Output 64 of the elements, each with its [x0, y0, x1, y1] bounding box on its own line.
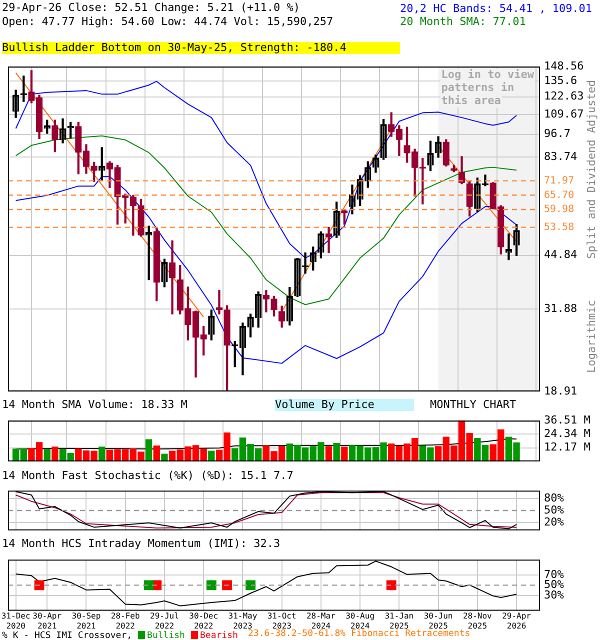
legend-title: % K - HCS IMI Crossover,: [2, 631, 132, 640]
chart-subtitle: Open: 47.77 High: 54.60 Low: 44.74 Vol: 15,590,257: [2, 15, 334, 28]
bar: [341, 446, 348, 462]
y-tick-label: 50%: [544, 503, 564, 516]
chart-title: 14 Month Fast Stochastic (%K) (%D): 15.1 7.7: [2, 469, 294, 482]
y-tick-label: 36.51 M: [544, 413, 591, 426]
ref-line-label: 65.70: [544, 190, 574, 201]
y-tick-label: 148.56: [544, 59, 584, 72]
text: Bullish Ladder Bottom on 30-May-25, Strength: -180.4: [2, 41, 400, 54]
text: Volume By Price: [275, 398, 414, 411]
x-tick-label: 30-Dec 2022: [189, 612, 218, 630]
x-tick-label: 30-Sep 2021: [72, 612, 101, 630]
bar: [161, 454, 168, 462]
candlestick: [168, 240, 176, 314]
x-tick-label: 30-Aug 2024: [346, 612, 375, 630]
y-tick-label: 80%: [544, 491, 564, 504]
x-tick-label: 29-Jul 2022: [150, 612, 180, 630]
bar: [153, 446, 160, 462]
legend-label: Bullish: [147, 631, 185, 640]
chart-title: 29-Apr-26 Close: 52.51 Change: 5.21 (+11.0 %): [2, 1, 300, 14]
x-tick-label: 30-Apr 2021: [32, 612, 62, 630]
x-tick-label: 28-Mar 2024: [306, 612, 336, 630]
y-tick-label: 20%: [544, 515, 564, 528]
y-axis-title: Split and Dividend Adjusted: [585, 80, 598, 259]
text: Logarithmic: [585, 300, 598, 373]
chart-title: 14 Month SMA Volume: 18.33 M: [2, 398, 188, 411]
bar: [52, 446, 58, 462]
candlestick: [325, 226, 332, 254]
chart-title: 14 Month HCS Intraday Momentum (IMI): 32.3: [2, 537, 280, 550]
y-tick-label: 18.91: [544, 384, 578, 398]
x-tick-label: 31-Jan 2025: [384, 612, 414, 630]
ref-line-label: 59.98: [544, 204, 574, 216]
ref-line-label: 71.97: [544, 175, 574, 186]
y-tick-label: 24.34 M: [544, 427, 591, 440]
candlestick: [216, 290, 223, 314]
y-tick-label: 12.17 M: [544, 440, 591, 454]
text: 20 Month SMA: 77.01: [400, 15, 527, 28]
legend-label: Bearish: [200, 631, 238, 640]
y-tick-label: 83.74: [544, 150, 578, 163]
bar: [333, 442, 340, 462]
bar: [98, 446, 106, 462]
x-tick-label: 31-Oct 2023: [267, 612, 296, 630]
x-tick-label: 28-Feb 2022: [110, 612, 140, 630]
text: 23.6-38.2-50-61.8% Fibonacci Retracements: [248, 629, 470, 639]
bar: [44, 449, 50, 462]
x-tick-label: 31-Dec 2020: [1, 612, 30, 630]
y-tick-label: 135.6: [544, 74, 578, 87]
y-tick-label: 122.63: [544, 90, 584, 103]
x-tick-label: 28-Nov 2025: [462, 612, 492, 630]
x-tick-label: 29-Apr 2026: [502, 612, 532, 630]
y-tick-label: 44.84: [544, 248, 578, 262]
text: MONTHLY CHART: [430, 398, 518, 411]
text: 20,2 HC Bands: 54.41 , 109.01: [400, 2, 592, 15]
bar: [325, 446, 332, 462]
y-tick-label: 109.67: [544, 107, 584, 120]
y-tick-label: 70%: [544, 568, 564, 581]
y-tick-label: 96.7: [544, 127, 570, 140]
ref-line-label: 53.58: [544, 222, 574, 233]
x-tick-label: 31-May 2023: [228, 612, 258, 630]
band-label: Log in to view patterns in this area: [441, 68, 534, 107]
y-tick-label: 31.88: [544, 302, 578, 315]
x-tick-label: 30-Jun 2025: [424, 612, 453, 630]
bar: [145, 439, 152, 462]
candlestick: [262, 290, 270, 312]
